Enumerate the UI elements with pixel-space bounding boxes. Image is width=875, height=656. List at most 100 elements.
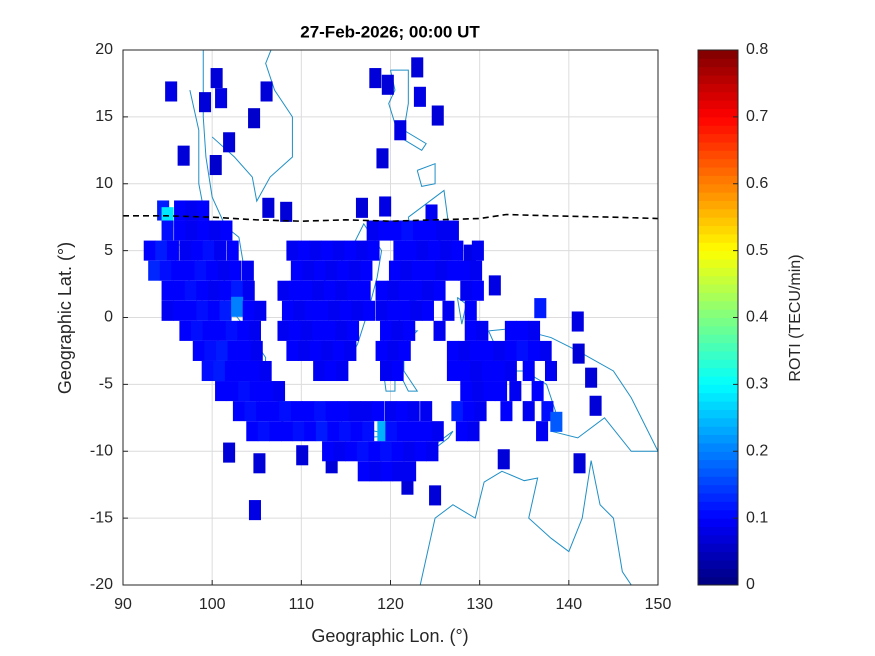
roti-cell bbox=[528, 320, 541, 341]
roti-cell bbox=[424, 220, 437, 241]
roti-cell bbox=[325, 401, 338, 422]
roti-cell bbox=[337, 401, 350, 422]
roti-cell bbox=[223, 442, 236, 463]
roti-cell bbox=[355, 240, 368, 261]
roti-cell bbox=[375, 280, 388, 301]
roti-cell bbox=[297, 340, 311, 361]
roti-cell bbox=[281, 300, 294, 321]
roti-cell bbox=[202, 240, 215, 261]
roti-cell bbox=[293, 300, 306, 321]
roti-cell bbox=[166, 240, 179, 261]
roti-cell bbox=[481, 360, 494, 382]
roti-cell bbox=[246, 421, 259, 442]
cells bbox=[143, 57, 602, 521]
roti-cell bbox=[389, 220, 402, 241]
x-tick-label: 150 bbox=[645, 596, 672, 613]
colorbar-swatch bbox=[698, 125, 738, 135]
roti-cell bbox=[471, 280, 484, 301]
roti-cell bbox=[304, 421, 317, 442]
coastline bbox=[388, 69, 427, 151]
roti-cell bbox=[238, 381, 251, 402]
roti-cell bbox=[380, 320, 393, 341]
roti-cell bbox=[314, 401, 327, 422]
roti-cell bbox=[426, 441, 439, 462]
colorbar-swatch bbox=[698, 493, 738, 502]
roti-cell bbox=[248, 500, 261, 521]
roti-cell bbox=[460, 280, 473, 301]
roti-cell bbox=[332, 340, 345, 361]
colorbar-swatch bbox=[698, 309, 738, 318]
y-tick-label: 15 bbox=[95, 108, 113, 125]
coastline bbox=[488, 327, 658, 452]
roti-cell bbox=[199, 92, 212, 113]
roti-cell bbox=[226, 240, 239, 261]
roti-cell bbox=[403, 441, 416, 462]
roti-cell bbox=[483, 381, 496, 402]
roti-cell bbox=[267, 401, 280, 422]
roti-cell bbox=[262, 197, 275, 218]
roti-cell bbox=[458, 360, 471, 382]
colorbar-swatch bbox=[698, 100, 738, 110]
roti-cell bbox=[371, 401, 385, 422]
roti-cell bbox=[161, 300, 174, 321]
roti-cell bbox=[413, 220, 426, 241]
roti-cell bbox=[219, 300, 232, 321]
colorbar-swatch bbox=[698, 208, 738, 218]
colorbar-swatch bbox=[698, 66, 738, 76]
colorbar-swatch bbox=[698, 501, 738, 511]
roti-cell bbox=[321, 240, 334, 261]
colorbar-swatch bbox=[698, 559, 738, 569]
roti-cell bbox=[184, 280, 197, 301]
roti-cell bbox=[179, 240, 192, 261]
roti-cell bbox=[446, 260, 459, 281]
roti-cell bbox=[387, 340, 400, 361]
roti-cell bbox=[305, 300, 318, 321]
roti-cell bbox=[286, 340, 299, 361]
roti-cell bbox=[458, 260, 471, 281]
colorbar-swatch bbox=[698, 359, 738, 369]
roti-cell bbox=[504, 340, 517, 361]
roti-cell bbox=[391, 320, 404, 341]
roti-cell bbox=[281, 421, 294, 442]
roti-cell bbox=[442, 300, 455, 321]
colorbar-swatch bbox=[698, 509, 738, 519]
roti-cell bbox=[194, 260, 207, 281]
roti-cell bbox=[339, 421, 352, 442]
roti-cell bbox=[173, 280, 186, 301]
roti-cell bbox=[241, 260, 254, 281]
roti-cell bbox=[407, 401, 420, 422]
roti-cell bbox=[403, 320, 416, 341]
roti-cell bbox=[394, 120, 407, 141]
x-tick-label: 90 bbox=[114, 596, 132, 613]
roti-cell bbox=[433, 280, 446, 301]
y-tick-label: 5 bbox=[104, 242, 113, 259]
y-tick-label: -10 bbox=[90, 442, 113, 459]
roti-cell bbox=[391, 360, 404, 382]
colorbar-swatch bbox=[698, 392, 738, 402]
roti-cell bbox=[573, 453, 586, 474]
roti-cell bbox=[423, 260, 436, 281]
roti-cell bbox=[312, 280, 325, 301]
colorbar-swatch bbox=[698, 451, 738, 461]
roti-cell bbox=[242, 300, 255, 321]
roti-cell bbox=[392, 461, 405, 482]
roti-cell bbox=[471, 381, 484, 402]
roti-cell bbox=[481, 340, 494, 361]
roti-cell bbox=[509, 381, 522, 402]
colorbar-swatch bbox=[698, 292, 738, 302]
roti-cell bbox=[210, 68, 223, 89]
roti-cell bbox=[327, 421, 340, 442]
coastline bbox=[419, 460, 632, 585]
roti-cell bbox=[300, 280, 313, 301]
roti-cell bbox=[369, 68, 382, 89]
y-tick-label: 10 bbox=[95, 175, 113, 192]
roti-cell bbox=[213, 360, 226, 382]
roti-cell bbox=[462, 401, 475, 422]
colorbar-swatch bbox=[698, 200, 738, 210]
roti-cell bbox=[219, 280, 232, 301]
roti-cell bbox=[227, 340, 240, 361]
roti-cell bbox=[143, 240, 156, 261]
roti-cell bbox=[410, 280, 423, 301]
y-tick-label: 20 bbox=[95, 41, 113, 58]
colorbar-label: ROTI (TECU/min) bbox=[787, 254, 804, 381]
